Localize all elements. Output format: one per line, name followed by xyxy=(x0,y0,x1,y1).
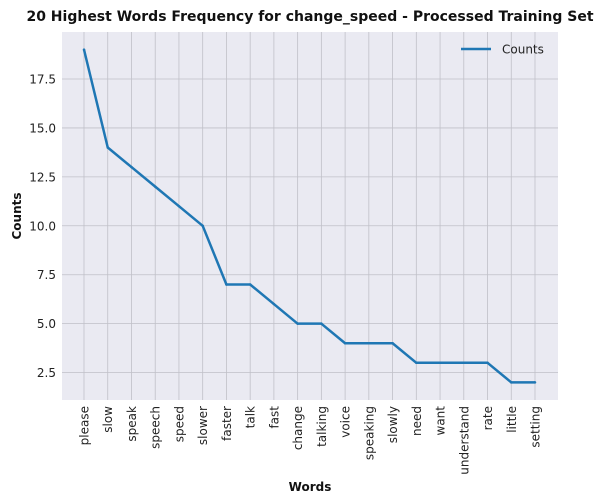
data-point xyxy=(438,361,442,365)
grid-lines xyxy=(62,32,558,400)
x-tick-label: please xyxy=(78,406,92,445)
data-point xyxy=(272,302,276,306)
x-tick-label: slow xyxy=(101,406,115,433)
data-point xyxy=(533,381,537,384)
x-tick-label: speech xyxy=(149,406,163,449)
data-point xyxy=(462,361,466,365)
x-tick-label: rate xyxy=(481,406,495,430)
y-tick-label: 12.5 xyxy=(29,170,56,184)
x-tick-label: slowly xyxy=(386,406,400,443)
data-point xyxy=(510,381,513,384)
y-axis-label: Counts xyxy=(10,192,24,239)
data-point xyxy=(106,146,109,149)
x-tick-label: setting xyxy=(529,406,543,448)
y-tick-label: 2.5 xyxy=(37,366,56,380)
x-tick-label: speak xyxy=(125,406,139,442)
y-axis-ticks: 2.5 5.0 7.5 10.0 12.5 15.0 17.5 xyxy=(29,72,56,380)
data-point xyxy=(296,322,299,325)
x-tick-label: fast xyxy=(267,406,281,429)
data-point xyxy=(391,341,394,345)
y-tick-label: 7.5 xyxy=(37,268,56,282)
x-tick-label: talking xyxy=(315,406,329,447)
data-point xyxy=(320,322,323,325)
data-point xyxy=(343,341,347,345)
x-tick-label: want xyxy=(434,406,448,436)
series-line-counts xyxy=(82,49,535,384)
x-tick-label: understand xyxy=(457,406,471,475)
y-tick-label: 15.0 xyxy=(29,121,56,135)
legend-label-counts: Counts xyxy=(502,43,544,57)
chart-title: 20 Highest Words Frequency for change_sp… xyxy=(26,9,593,25)
x-tick-label: need xyxy=(410,406,424,436)
x-tick-label: voice xyxy=(339,406,353,438)
x-tick-label: little xyxy=(505,406,519,433)
x-tick-label: faster xyxy=(220,406,234,441)
data-point xyxy=(153,185,157,188)
x-tick-label: change xyxy=(291,406,305,450)
x-tick-label: slower xyxy=(196,406,210,445)
y-tick-label: 17.5 xyxy=(29,72,56,86)
y-tick-label: 10.0 xyxy=(29,219,56,233)
data-point xyxy=(177,204,181,208)
y-tick-label: 5.0 xyxy=(37,317,56,331)
series-layer xyxy=(82,48,537,384)
x-axis-ticks: please slow speak speech speed slower faster ta… xyxy=(78,406,543,475)
x-axis-label: Words xyxy=(289,480,332,494)
data-point xyxy=(201,224,204,228)
data-point xyxy=(248,283,252,286)
data-point xyxy=(486,361,489,365)
data-point xyxy=(130,165,133,169)
plot-area xyxy=(62,32,558,400)
data-point xyxy=(225,283,228,286)
x-tick-label: speaking xyxy=(362,406,376,460)
x-tick-label: speed xyxy=(172,406,186,442)
data-point xyxy=(82,48,86,51)
data-point xyxy=(367,341,371,345)
x-tick-label: talk xyxy=(244,406,258,428)
data-point xyxy=(415,361,418,365)
legend: Counts xyxy=(461,43,544,57)
